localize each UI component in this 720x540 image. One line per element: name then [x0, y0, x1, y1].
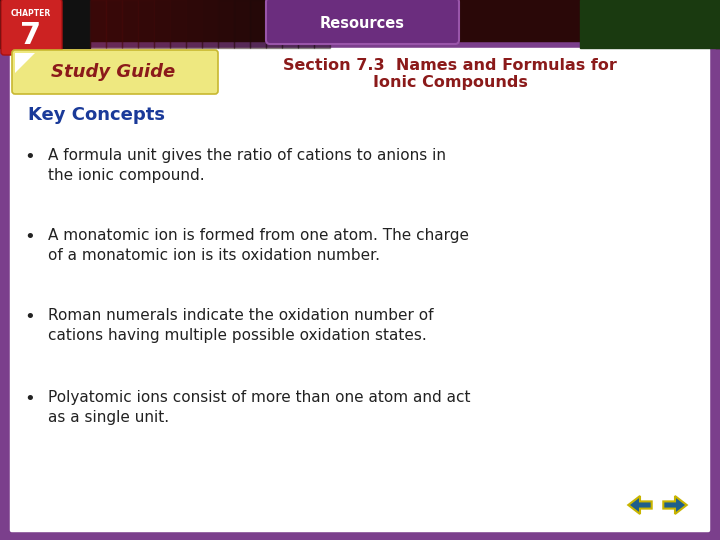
Bar [298, 0, 314, 48]
Text: A monatomic ion is formed from one atom. The charge: A monatomic ion is formed from one atom.… [48, 228, 469, 243]
Text: A formula unit gives the ratio of cations to anions in: A formula unit gives the ratio of cation… [48, 148, 446, 163]
Text: •: • [24, 308, 35, 326]
Text: the ionic compound.: the ionic compound. [48, 168, 204, 183]
Text: Key Concepts: Key Concepts [28, 106, 165, 124]
Text: •: • [24, 148, 35, 166]
Text: of a monatomic ion is its oxidation number.: of a monatomic ion is its oxidation numb… [48, 248, 380, 263]
FancyBboxPatch shape [1, 0, 62, 55]
Bar [250, 0, 266, 48]
FancyBboxPatch shape [12, 50, 218, 94]
Text: cations having multiple possible oxidation states.: cations having multiple possible oxidati… [48, 328, 427, 343]
Bar [122, 0, 138, 48]
Text: Ionic Compounds: Ionic Compounds [372, 76, 528, 91]
Text: Roman numerals indicate the oxidation number of: Roman numerals indicate the oxidation nu… [48, 308, 433, 323]
Bar [282, 0, 298, 48]
Bar [106, 0, 122, 48]
Bar [314, 0, 330, 48]
Text: •: • [24, 390, 35, 408]
Text: Polyatomic ions consist of more than one atom and act: Polyatomic ions consist of more than one… [48, 390, 470, 405]
FancyBboxPatch shape [7, 45, 713, 535]
Bar [266, 0, 282, 48]
Bar [0, 0, 90, 48]
Bar [170, 0, 186, 48]
Bar [138, 0, 154, 48]
Text: CHAPTER: CHAPTER [11, 9, 51, 17]
Bar [234, 0, 250, 48]
Text: 7: 7 [20, 22, 42, 51]
Text: as a single unit.: as a single unit. [48, 410, 169, 425]
Polygon shape [663, 496, 687, 514]
Bar [580, 0, 720, 48]
Bar [154, 0, 170, 48]
Bar [90, 0, 106, 48]
Text: Section 7.3  Names and Formulas for: Section 7.3 Names and Formulas for [283, 57, 617, 72]
Bar [0, 0, 720, 48]
Text: Resources: Resources [320, 16, 405, 30]
Bar [186, 0, 202, 48]
Polygon shape [15, 53, 35, 73]
Bar [202, 0, 218, 48]
Text: Study Guide: Study Guide [51, 63, 175, 81]
Polygon shape [629, 496, 652, 514]
FancyBboxPatch shape [266, 0, 459, 44]
Text: •: • [24, 228, 35, 246]
Bar [218, 0, 234, 48]
